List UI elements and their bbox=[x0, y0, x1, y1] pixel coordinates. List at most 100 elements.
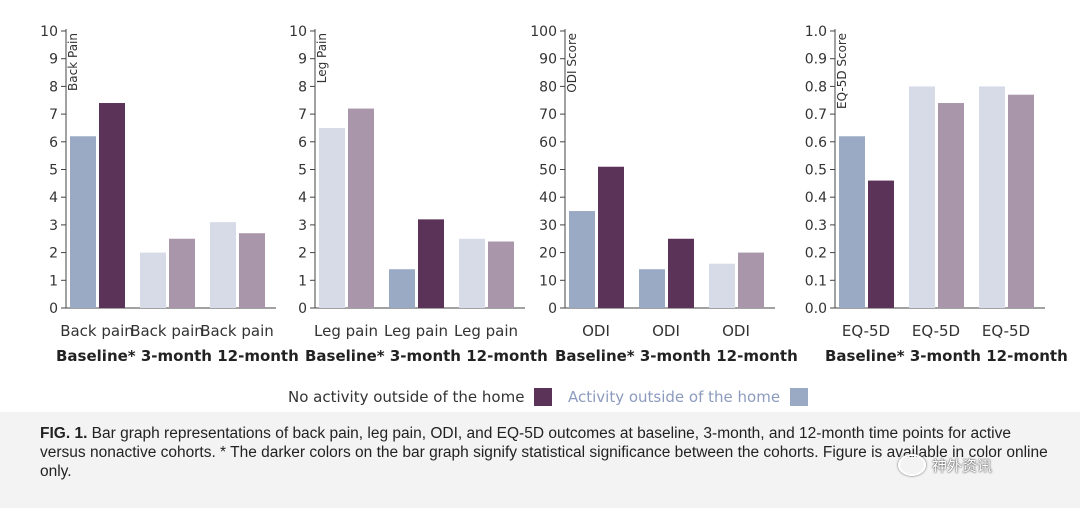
x-category-label: ODI bbox=[652, 322, 680, 340]
y-tick-label: 0.0 bbox=[805, 301, 827, 317]
x-category-label: EQ-5D bbox=[982, 322, 1030, 340]
y-tick-label: 9 bbox=[49, 52, 58, 68]
y-tick-label: 3 bbox=[49, 218, 58, 234]
y-tick-label: 0.7 bbox=[805, 107, 827, 123]
group-label-1: Baseline* bbox=[555, 347, 635, 365]
y-tick-label: 40 bbox=[539, 190, 557, 206]
bar-no-activity-1 bbox=[99, 103, 125, 309]
bar-no-activity-2 bbox=[418, 219, 444, 308]
caption-text: FIG. 1. Bar graph representations of bac… bbox=[40, 424, 1050, 481]
group-labels: Baseline* 3-month 12-month bbox=[56, 347, 299, 365]
group-label-2: 3-month bbox=[385, 347, 461, 365]
group-label-1: Baseline* bbox=[825, 347, 905, 365]
x-category-label: ODI bbox=[722, 322, 750, 340]
x-category-label: Leg pain bbox=[454, 322, 518, 340]
y-tick-label: 1 bbox=[49, 273, 58, 289]
legend: No activity outside of the home Activity… bbox=[0, 380, 1080, 412]
y-tick-label: 0.6 bbox=[805, 135, 827, 151]
y-tick-label: 60 bbox=[539, 135, 557, 151]
x-category-label: ODI bbox=[582, 322, 610, 340]
bar-activity-2 bbox=[639, 269, 665, 308]
bar-no-activity-1 bbox=[348, 108, 374, 308]
y-tick-label: 5 bbox=[49, 163, 58, 179]
y-tick-label: 2 bbox=[49, 246, 58, 262]
y-tick-label: 0.3 bbox=[805, 218, 827, 234]
bar-activity-3 bbox=[979, 86, 1005, 309]
legend-label-no-activity: No activity outside of the home bbox=[288, 388, 525, 406]
chart-panel-2: 0 1 2 3 4 5 6 7 8 9 10 Leg Pain Leg pain Leg pain Leg … bbox=[289, 24, 548, 365]
y-tick-label: 80 bbox=[539, 79, 557, 95]
y-tick-label: 4 bbox=[49, 190, 58, 206]
group-label-1: Baseline* bbox=[305, 347, 385, 365]
y-tick-label: 0.4 bbox=[805, 190, 827, 206]
y-tick-label: 10 bbox=[40, 24, 58, 40]
watermark-text: 神外资讯 bbox=[932, 457, 993, 475]
group-label-3: 12-month bbox=[212, 347, 299, 365]
y-tick-label: 0 bbox=[298, 301, 307, 317]
y-tick-label: 6 bbox=[298, 135, 307, 151]
bar-activity-2 bbox=[909, 86, 935, 309]
bar-activity-3 bbox=[459, 238, 485, 308]
y-tick-label: 8 bbox=[49, 79, 58, 95]
group-label-2: 3-month bbox=[136, 347, 212, 365]
bar-no-activity-3 bbox=[738, 252, 764, 308]
y-tick-label: 0.8 bbox=[805, 79, 827, 95]
x-category-label: Leg pain bbox=[384, 322, 448, 340]
group-label-3: 12-month bbox=[981, 347, 1068, 365]
group-labels: Baseline* 3-month 12-month bbox=[825, 347, 1068, 365]
y-tick-label: 2 bbox=[298, 246, 307, 262]
y-axis-label: ODI Score bbox=[565, 33, 579, 93]
y-tick-label: 9 bbox=[298, 52, 307, 68]
legend-item-activity: Activity outside of the home bbox=[568, 387, 809, 407]
caption-body: Bar graph representations of back pain, … bbox=[40, 425, 1048, 480]
watermark: 神外资讯 bbox=[898, 454, 992, 476]
y-tick-label: 10 bbox=[539, 273, 557, 289]
y-tick-label: 3 bbox=[298, 218, 307, 234]
y-axis-label: Back Pain bbox=[66, 33, 80, 91]
y-tick-label: 1.0 bbox=[805, 24, 827, 40]
bar-no-activity-3 bbox=[488, 241, 514, 308]
y-tick-label: 90 bbox=[539, 52, 557, 68]
y-tick-label: 20 bbox=[539, 246, 557, 262]
wechat-icon bbox=[898, 454, 926, 476]
y-tick-label: 7 bbox=[49, 107, 58, 123]
x-category-label: Back pain bbox=[60, 322, 134, 340]
group-label-2: 3-month bbox=[905, 347, 981, 365]
group-label-3: 12-month bbox=[711, 347, 798, 365]
chart-panel-3: 0 10 20 30 40 50 60 70 80 90 100 ODI Score ODI ODI ODI… bbox=[530, 24, 798, 365]
group-label-2: 3-month bbox=[635, 347, 711, 365]
bar-activity-2 bbox=[389, 269, 415, 308]
bar-no-activity-2 bbox=[668, 238, 694, 308]
bar-activity-2 bbox=[140, 252, 166, 308]
bar-activity-1 bbox=[569, 211, 595, 308]
y-tick-label: 30 bbox=[539, 218, 557, 234]
y-tick-label: 0 bbox=[49, 301, 58, 317]
bar-activity-3 bbox=[210, 222, 236, 308]
bar-activity-3 bbox=[709, 263, 735, 308]
bar-no-activity-1 bbox=[598, 166, 624, 308]
bar-no-activity-1 bbox=[868, 180, 894, 308]
y-tick-label: 10 bbox=[289, 24, 307, 40]
x-category-label: Back pain bbox=[130, 322, 204, 340]
bar-no-activity-2 bbox=[169, 238, 195, 308]
y-tick-label: 5 bbox=[298, 163, 307, 179]
y-tick-label: 50 bbox=[539, 163, 557, 179]
group-labels: Baseline* 3-month 12-month bbox=[555, 347, 798, 365]
x-category-label: Back pain bbox=[200, 322, 274, 340]
bar-no-activity-3 bbox=[239, 233, 265, 308]
y-tick-label: 7 bbox=[298, 107, 307, 123]
group-label-1: Baseline* bbox=[56, 347, 136, 365]
y-tick-label: 100 bbox=[530, 24, 557, 40]
legend-label-activity: Activity outside of the home bbox=[568, 388, 781, 406]
x-category-label: EQ-5D bbox=[842, 322, 890, 340]
group-label-3: 12-month bbox=[461, 347, 548, 365]
y-axis-label: Leg Pain bbox=[315, 33, 329, 83]
y-tick-label: 0.1 bbox=[805, 273, 827, 289]
chart-panel-4: 0.0 0.1 0.2 0.3 0.4 0.5 0.6 0.7 0.8 0.9 1.0 EQ-5D S… bbox=[805, 24, 1068, 365]
caption-label: FIG. 1. bbox=[40, 425, 88, 442]
legend-swatch-activity bbox=[790, 388, 809, 406]
x-category-label: Leg pain bbox=[314, 322, 378, 340]
y-tick-label: 0.5 bbox=[805, 163, 827, 179]
